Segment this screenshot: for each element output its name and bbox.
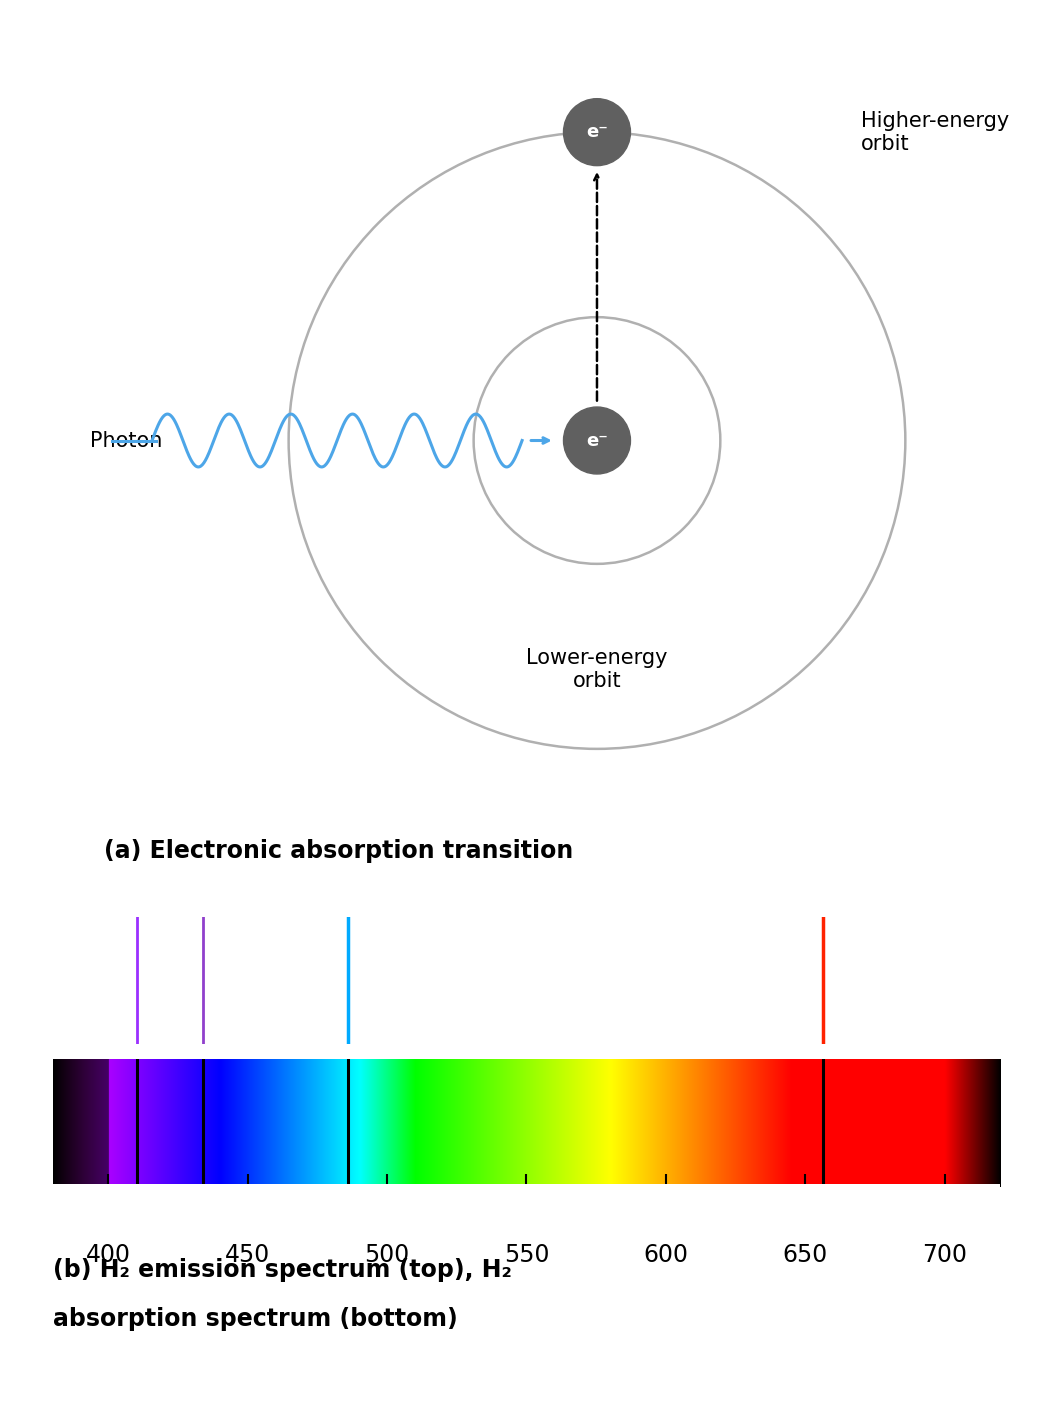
Text: Photon: Photon (91, 431, 163, 450)
Text: (a) Electronic absorption transition: (a) Electronic absorption transition (103, 840, 573, 864)
Text: e⁻: e⁻ (587, 124, 608, 141)
Circle shape (563, 98, 631, 166)
Text: absorption spectrum (bottom): absorption spectrum (bottom) (53, 1307, 457, 1331)
Text: e⁻: e⁻ (587, 432, 608, 449)
Text: Higher-energy
orbit: Higher-energy orbit (861, 111, 1010, 153)
Text: (b) H₂ emission spectrum (top), H₂: (b) H₂ emission spectrum (top), H₂ (53, 1258, 512, 1282)
Text: Lower-energy
orbit: Lower-energy orbit (526, 648, 668, 691)
Circle shape (563, 406, 631, 475)
